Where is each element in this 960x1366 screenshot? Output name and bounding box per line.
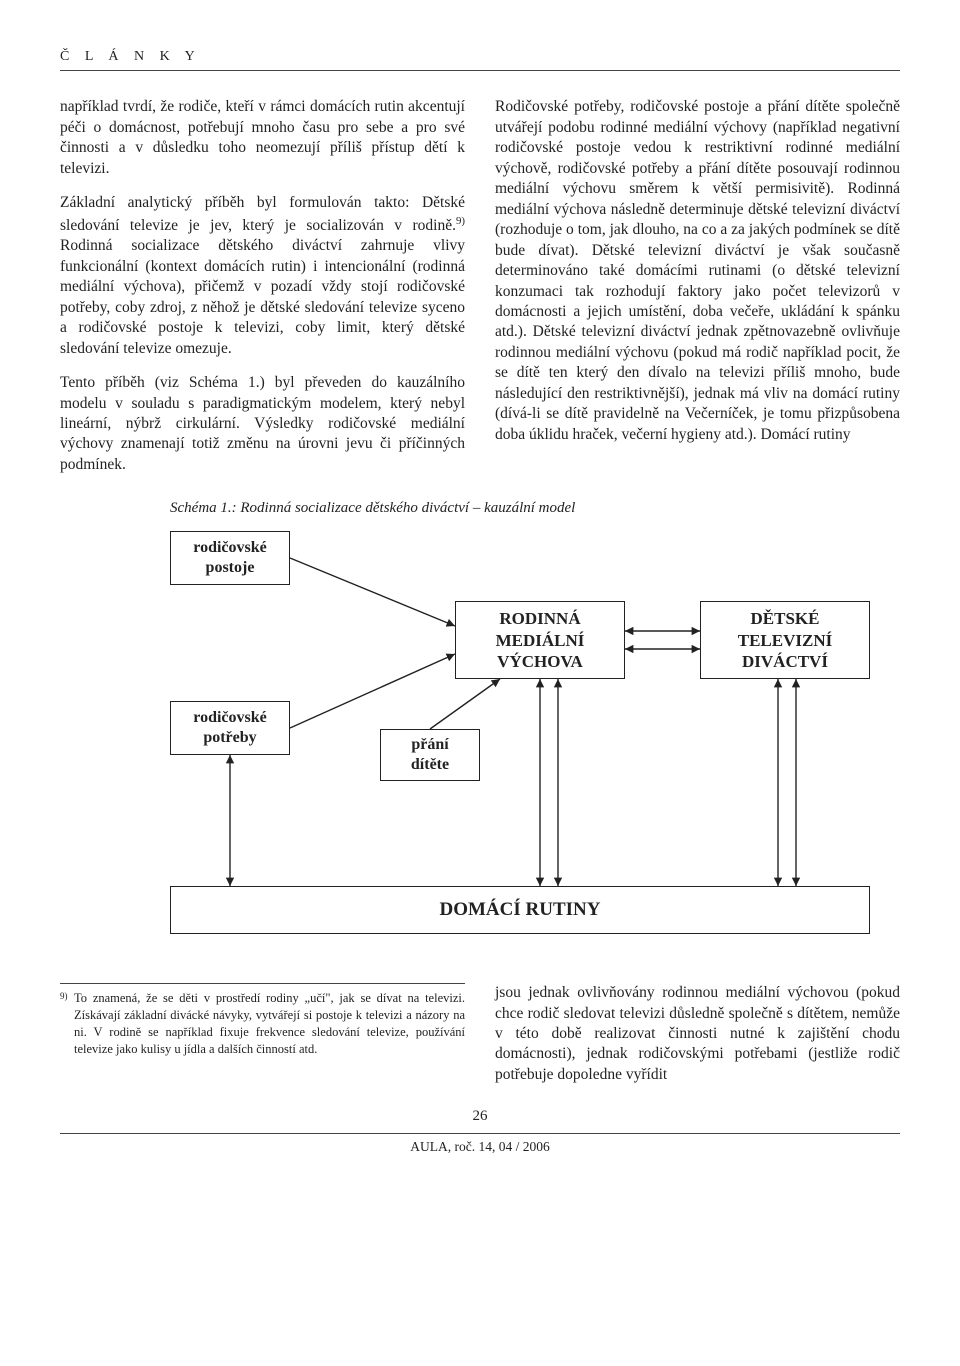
footnote-mark: 9)	[60, 990, 74, 1058]
edge-2	[430, 679, 500, 729]
footnote-text: To znamená, že se děti v prostředí rodin…	[74, 990, 465, 1058]
column-left: například tvrdí, že rodiče, kteří v rámc…	[60, 97, 465, 489]
schema-block: Schéma 1.: Rodinná socializace dětského …	[60, 499, 900, 961]
para-b-r: jsou jednak ovlivňovány rodinnou mediáln…	[495, 983, 900, 1085]
two-column-body: například tvrdí, že rodiče, kteří v rámc…	[60, 97, 900, 489]
section-header: Č L Á N K Y	[60, 48, 900, 71]
footnote-rule	[60, 983, 465, 984]
node-dtd: DĚTSKÉ TELEVIZNÍ DIVÁCTVÍ	[700, 601, 870, 679]
node-prani: přání dítěte	[380, 729, 480, 781]
edge-1	[290, 654, 455, 728]
column-right: Rodičovské potřeby, rodičovské postoje a…	[495, 97, 900, 489]
node-potreby: rodičovské potřeby	[170, 701, 290, 755]
bottom-columns: 9) To znamená, že se děti v prostředí ro…	[60, 983, 900, 1085]
edge-0	[290, 558, 455, 626]
page-number: 26	[60, 1107, 900, 1127]
para-2a: Základní analytický příběh byl formulová…	[60, 194, 465, 234]
para-r1: Rodičovské potřeby, rodičovské postoje a…	[495, 97, 900, 445]
footnote-ref: 9)	[456, 215, 465, 227]
para-2b: Rodinná socializace dětského diváctví za…	[60, 237, 465, 356]
causal-diagram: rodičovské postoje rodičovské potřeby přán…	[130, 531, 900, 961]
node-dr: DOMÁCÍ RUTINY	[170, 886, 870, 934]
bottom-left: 9) To znamená, že se děti v prostředí ro…	[60, 983, 465, 1085]
para-3: Tento příběh (viz Schéma 1.) byl převede…	[60, 373, 465, 475]
node-postoje: rodičovské postoje	[170, 531, 290, 585]
para-1: například tvrdí, že rodiče, kteří v rámc…	[60, 97, 465, 179]
para-2: Základní analytický příběh byl formulová…	[60, 193, 465, 359]
node-rmv: RODINNÁ MEDIÁLNÍ VÝCHOVA	[455, 601, 625, 679]
page-footer: AULA, roč. 14, 04 / 2006	[60, 1133, 900, 1156]
schema-caption: Schéma 1.: Rodinná socializace dětského …	[170, 499, 900, 519]
footnote: 9) To znamená, že se děti v prostředí ro…	[60, 990, 465, 1058]
bottom-right: jsou jednak ovlivňovány rodinnou mediáln…	[495, 983, 900, 1085]
